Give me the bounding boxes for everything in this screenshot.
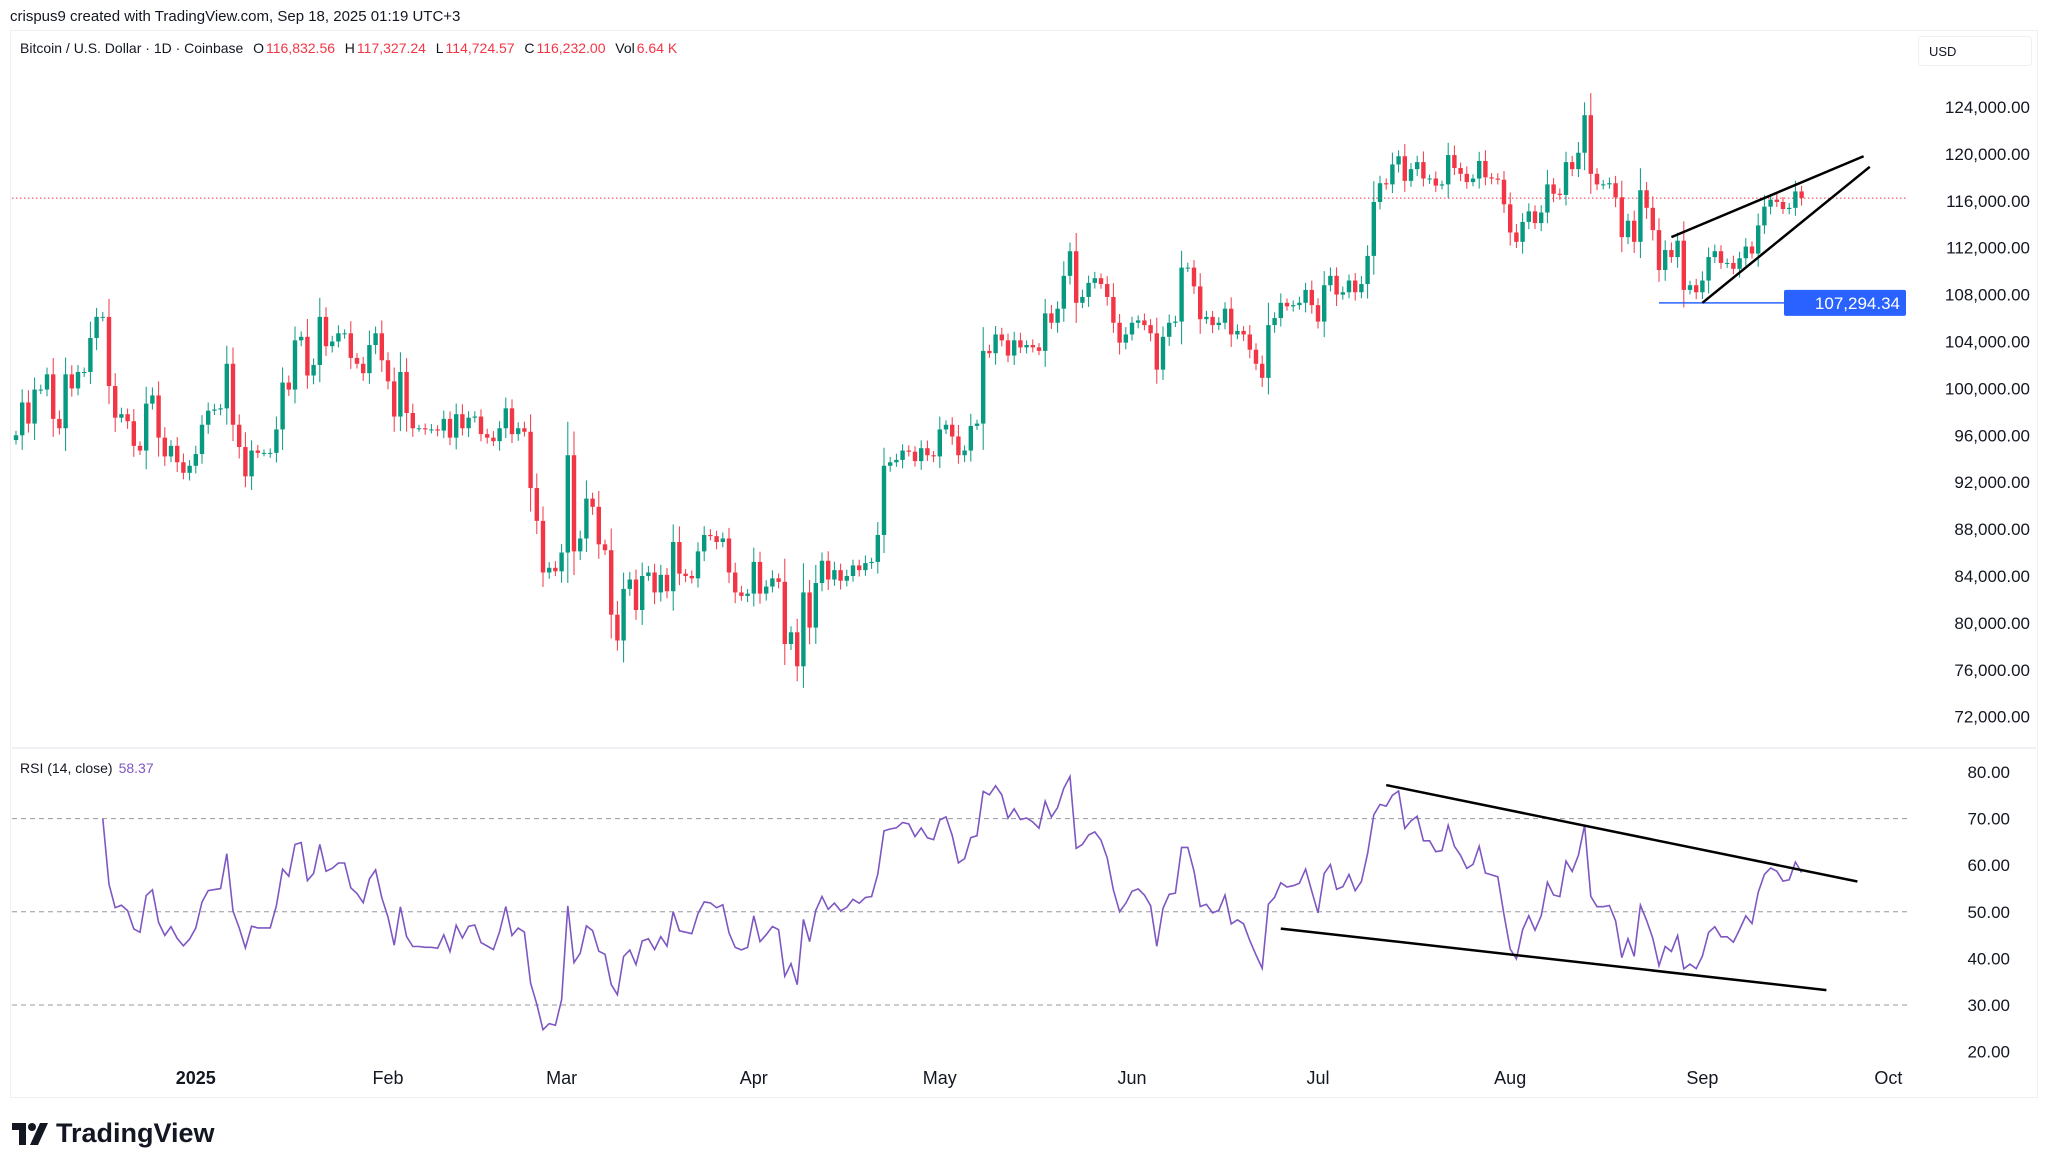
tradingview-logo: TradingView [12, 1118, 215, 1149]
low-label: L [435, 40, 444, 56]
chart-frame [10, 30, 2038, 1098]
volume-label: Vol [615, 40, 635, 56]
logo-text: TradingView [56, 1118, 215, 1148]
close-label: C [524, 40, 535, 56]
rsi-title[interactable]: RSI (14, close) [20, 760, 113, 776]
low-value: 114,724.57 [445, 40, 515, 56]
currency-selector[interactable]: USD [1918, 36, 2032, 66]
symbol-title[interactable]: Bitcoin / U.S. Dollar · 1D · Coinbase [20, 40, 244, 56]
tradingview-logo-icon [12, 1122, 48, 1145]
close-value: 116,232.00 [536, 40, 606, 56]
rsi-value: 58.37 [118, 760, 154, 776]
rsi-legend: RSI (14, close) 58.37 [20, 760, 154, 776]
high-value: 117,327.24 [356, 40, 426, 56]
open-label: O [253, 40, 264, 56]
high-label: H [344, 40, 355, 56]
volume-value: 6.64 K [636, 40, 678, 56]
chart-credit: crispus9 created with TradingView.com, S… [10, 8, 461, 25]
open-value: 116,832.56 [265, 40, 336, 56]
